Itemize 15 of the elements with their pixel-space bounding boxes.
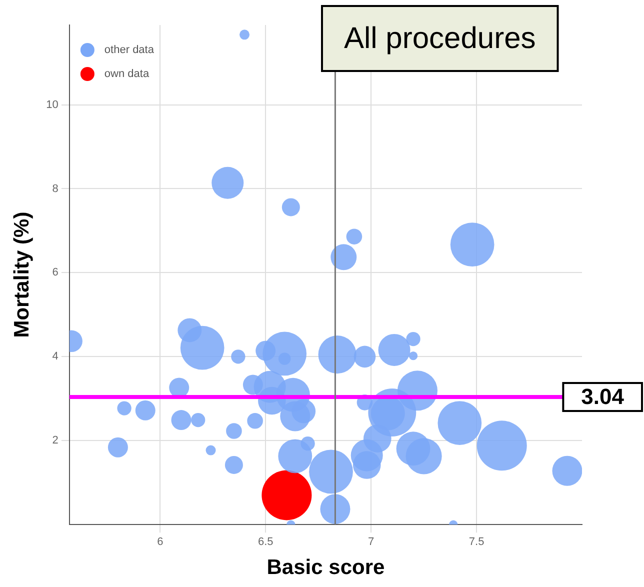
y-tick-label: 2 <box>52 434 58 447</box>
x-tick-label: 7.5 <box>468 536 484 548</box>
y-tick-label: 6 <box>52 266 58 279</box>
x-tick-label: 7 <box>368 536 374 548</box>
y-tick-label: 8 <box>52 182 58 195</box>
x-axis-title: Basic score <box>266 556 385 580</box>
ref-line-label: 3.04 <box>581 384 625 410</box>
y-tick-label: 4 <box>52 350 58 363</box>
legend-label: own data <box>104 68 150 80</box>
y-axis-title: Mortality (%) <box>10 212 34 338</box>
x-tick-label: 6 <box>157 536 164 548</box>
legend-label: other data <box>104 44 155 56</box>
y-tick-label: 10 <box>46 98 58 111</box>
x-tick-label: 6.5 <box>258 536 274 548</box>
chart-title: All procedures <box>344 22 536 55</box>
